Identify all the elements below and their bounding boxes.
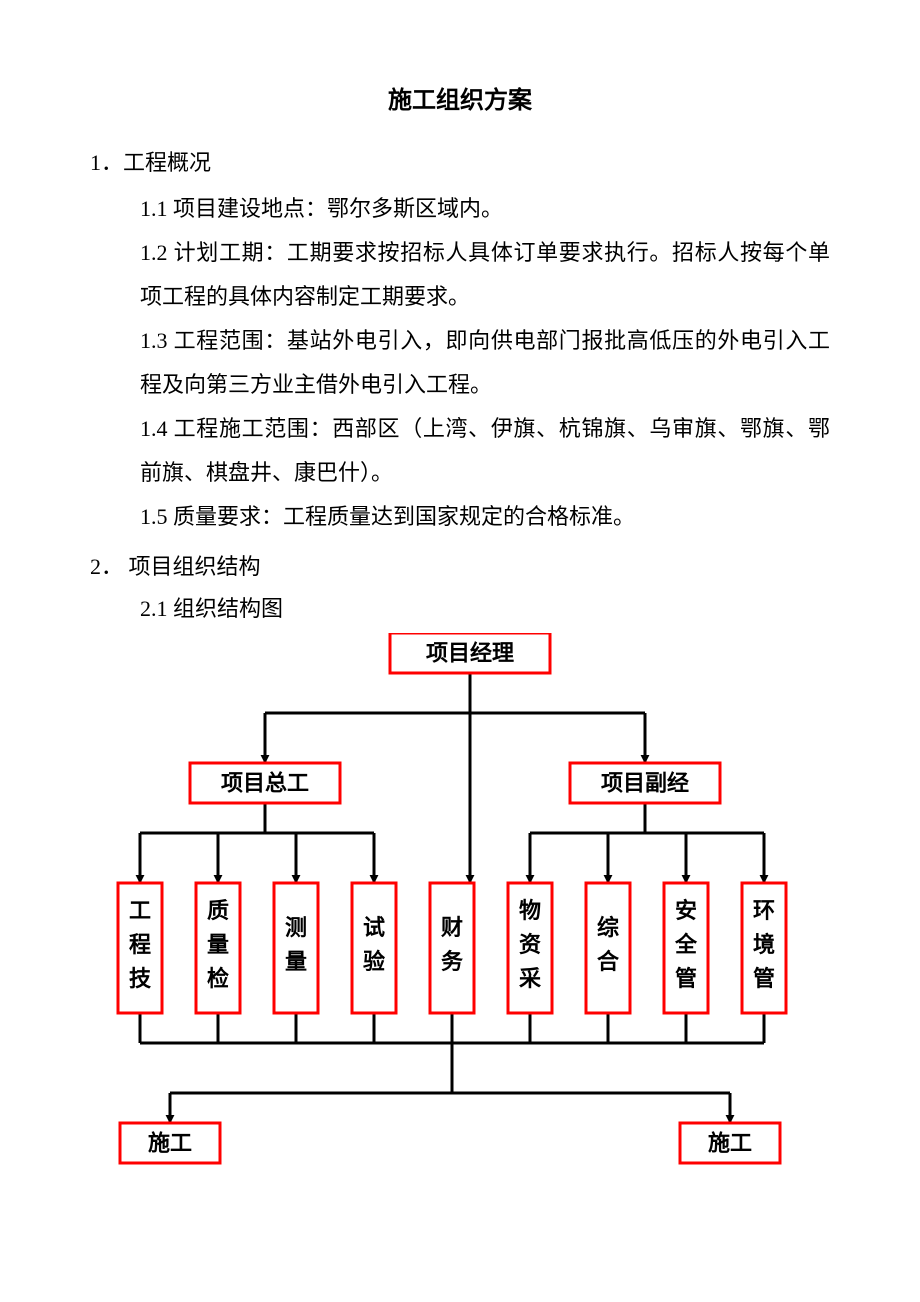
page-title: 施工组织方案	[90, 80, 830, 115]
svg-text:物: 物	[519, 898, 541, 923]
svg-text:质: 质	[207, 898, 229, 923]
svg-text:财: 财	[441, 915, 463, 940]
section1-item-4: 1.4 工程施工范围：西部区（上湾、伊旗、杭锦旗、乌审旗、鄂旗、鄂前旗、棋盘井、…	[140, 407, 830, 495]
svg-text:采: 采	[519, 966, 541, 991]
section1-item-2: 1.2 计划工期：工期要求按招标人具体订单要求执行。招标人按每个单项工程的具体内…	[140, 231, 830, 319]
document-page: 施工组织方案 1．工程概况 1.1 项目建设地点：鄂尔多斯区域内。 1.2 计划…	[0, 0, 920, 1223]
svg-text:环: 环	[753, 898, 775, 923]
section1-item-1: 1.1 项目建设地点：鄂尔多斯区域内。	[140, 187, 830, 231]
svg-text:资: 资	[519, 932, 541, 957]
svg-text:技: 技	[129, 966, 152, 991]
svg-text:施工: 施工	[708, 1131, 752, 1156]
svg-text:程: 程	[129, 932, 151, 957]
svg-text:合: 合	[597, 949, 620, 974]
section1-item-5: 1.5 质量要求：工程质量达到国家规定的合格标准。	[140, 495, 830, 539]
section2-sub: 2.1 组织结构图	[140, 591, 830, 623]
svg-text:检: 检	[207, 966, 229, 991]
svg-text:施工: 施工	[148, 1131, 192, 1156]
svg-text:项目总工: 项目总工	[221, 771, 309, 796]
section1-heading: 1．工程概况	[90, 145, 830, 177]
svg-text:项目副经: 项目副经	[601, 771, 689, 796]
svg-text:务: 务	[441, 949, 464, 974]
svg-text:测: 测	[285, 915, 307, 940]
svg-text:安: 安	[675, 898, 697, 923]
svg-text:境: 境	[753, 932, 775, 957]
svg-text:全: 全	[674, 932, 698, 957]
svg-text:量: 量	[207, 932, 229, 957]
svg-text:管: 管	[675, 966, 697, 991]
org-chart: 项目经理项目总工项目副经工程技质量检测量试验财务物资采综合安全管环境管施工施工	[90, 633, 830, 1183]
svg-text:量: 量	[285, 949, 307, 974]
section2-heading: 2． 项目组织结构	[90, 549, 830, 581]
svg-text:综: 综	[597, 915, 619, 940]
svg-text:工: 工	[129, 898, 151, 923]
svg-text:管: 管	[753, 966, 775, 991]
svg-text:验: 验	[363, 949, 385, 974]
svg-text:项目经理: 项目经理	[426, 641, 514, 666]
org-chart-svg: 项目经理项目总工项目副经工程技质量检测量试验财务物资采综合安全管环境管施工施工	[90, 633, 830, 1183]
section1-item-3: 1.3 工程范围：基站外电引入，即向供电部门报批高低压的外电引入工程及向第三方业…	[140, 319, 830, 407]
svg-text:试: 试	[363, 915, 385, 940]
